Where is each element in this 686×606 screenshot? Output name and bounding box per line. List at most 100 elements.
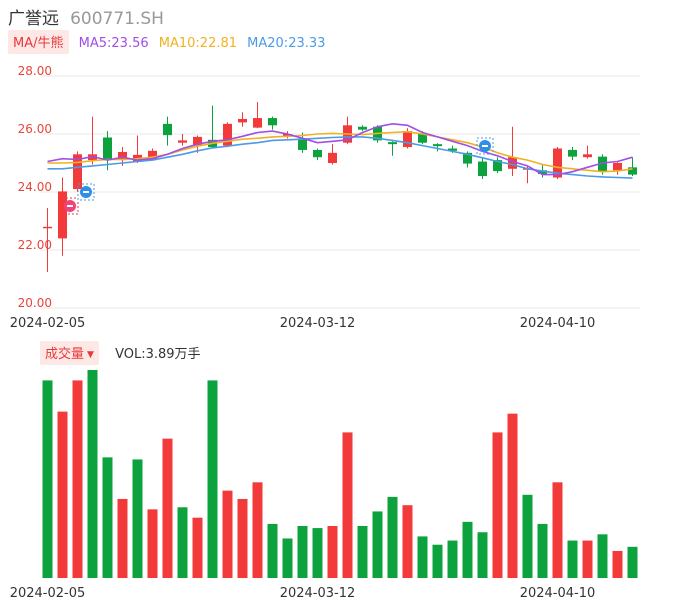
- ma-legend: MA/牛熊 MA5:23.56 MA10:22.81 MA20:23.33: [8, 30, 325, 54]
- volume-bar: [42, 380, 53, 578]
- candle: [238, 112, 247, 127]
- candle-body: [298, 138, 307, 150]
- ma5-line: [47, 122, 633, 176]
- volume-bar: [537, 523, 548, 578]
- date-tick-label: 2024-03-12: [280, 316, 356, 331]
- volume-bar: [567, 540, 578, 578]
- volume-bar: [582, 540, 593, 578]
- volume-bar: [297, 526, 308, 578]
- date-tick-label: 2024-04-10: [520, 316, 596, 331]
- ma10-line: [47, 130, 633, 173]
- volume-bar: [207, 380, 218, 578]
- volume-bar: [417, 536, 428, 578]
- stock-name: 广誉远: [8, 9, 59, 29]
- volume-bar: [402, 505, 413, 578]
- candle-body: [388, 142, 397, 145]
- buy-marker-icon[interactable]: [476, 137, 494, 155]
- moving-averages: [47, 122, 633, 179]
- volume-bar: [477, 532, 488, 578]
- volume-bar: [237, 498, 248, 578]
- price-x-axis-labels: 2024-02-05 2024-03-12 2024-04-10: [10, 316, 596, 331]
- volume-bars: [42, 370, 638, 578]
- ma5-legend: MA5:23.56: [78, 36, 149, 51]
- volume-bar: [252, 482, 263, 578]
- volume-bar: [612, 550, 623, 578]
- volume-legend: 成交量 ▼ VOL:3.89万手: [40, 341, 201, 365]
- candle: [223, 122, 232, 148]
- ma-selector-button[interactable]: MA/牛熊: [8, 30, 69, 54]
- volume-bar: [87, 370, 98, 578]
- volume-bar: [372, 511, 383, 578]
- candle-body: [583, 154, 592, 158]
- volume-bar: [357, 526, 368, 578]
- volume-bar: [132, 459, 143, 578]
- candle: [163, 116, 172, 146]
- candle-body: [223, 123, 232, 146]
- candle-body: [478, 161, 487, 177]
- candle-body: [283, 134, 292, 137]
- volume-bar: [447, 540, 458, 578]
- ma20-legend: MA20:23.33: [247, 36, 326, 51]
- volume-bar: [462, 521, 473, 578]
- candle-body: [163, 123, 172, 136]
- volume-bar: [72, 380, 83, 578]
- price-tick-label: 22.00: [18, 238, 52, 252]
- candle-body: [238, 118, 247, 123]
- candle-body: [58, 191, 67, 239]
- volume-bar: [57, 411, 68, 578]
- candle-body: [448, 148, 457, 151]
- candle-body: [418, 134, 427, 143]
- sell-marker-icon[interactable]: [61, 197, 79, 215]
- volume-bar: [147, 509, 158, 578]
- candle: [73, 151, 82, 192]
- dropdown-triangle-icon: ▼: [87, 350, 94, 360]
- candle: [268, 116, 277, 130]
- event-markers: [61, 137, 494, 215]
- volume-selector-button[interactable]: 成交量 ▼: [40, 341, 99, 365]
- price-tick-label: 24.00: [18, 180, 52, 194]
- candle-body: [463, 152, 472, 164]
- volume-bar: [522, 494, 533, 578]
- candle: [358, 125, 367, 132]
- candle: [328, 144, 337, 165]
- candle: [43, 207, 52, 273]
- volume-bar: [597, 534, 608, 578]
- candle-body: [148, 150, 157, 161]
- volume-bar: [222, 490, 233, 578]
- price-tick-label: 28.00: [18, 64, 52, 78]
- candle: [433, 143, 442, 152]
- date-tick-label: 2024-02-05: [10, 586, 86, 601]
- volume-selector-label: 成交量: [45, 347, 85, 362]
- candle: [388, 141, 397, 156]
- buy-marker-icon[interactable]: [77, 183, 95, 201]
- candle-body: [613, 163, 622, 171]
- volume-bar: [492, 432, 503, 578]
- ma10-legend: MA10:22.81: [158, 36, 238, 51]
- volume-bar: [387, 496, 398, 578]
- candle: [583, 145, 592, 159]
- candle-body: [313, 149, 322, 158]
- volume-bar: [432, 544, 443, 578]
- candle-body: [568, 149, 577, 157]
- price-tick-label: 26.00: [18, 122, 52, 136]
- date-tick-label: 2024-02-05: [10, 316, 86, 331]
- candle-body: [538, 170, 547, 175]
- candle-body: [508, 157, 517, 169]
- candle: [493, 157, 502, 174]
- candle-body: [268, 118, 277, 126]
- candle: [508, 126, 517, 177]
- volume-value: VOL:3.89万手: [115, 347, 201, 362]
- volume-bar: [282, 538, 293, 578]
- volume-bar: [177, 507, 188, 578]
- candle-body: [493, 160, 502, 172]
- stock-header: 广誉远 600771.SH: [8, 4, 164, 29]
- candle: [628, 157, 637, 177]
- volume-bar: [162, 438, 173, 578]
- candle: [613, 162, 622, 175]
- date-tick-label: 2024-04-10: [520, 586, 596, 601]
- volume-bar: [552, 482, 563, 578]
- volume-bar: [327, 526, 338, 578]
- candle-body: [178, 140, 187, 143]
- stock-code: 600771.SH: [70, 9, 164, 29]
